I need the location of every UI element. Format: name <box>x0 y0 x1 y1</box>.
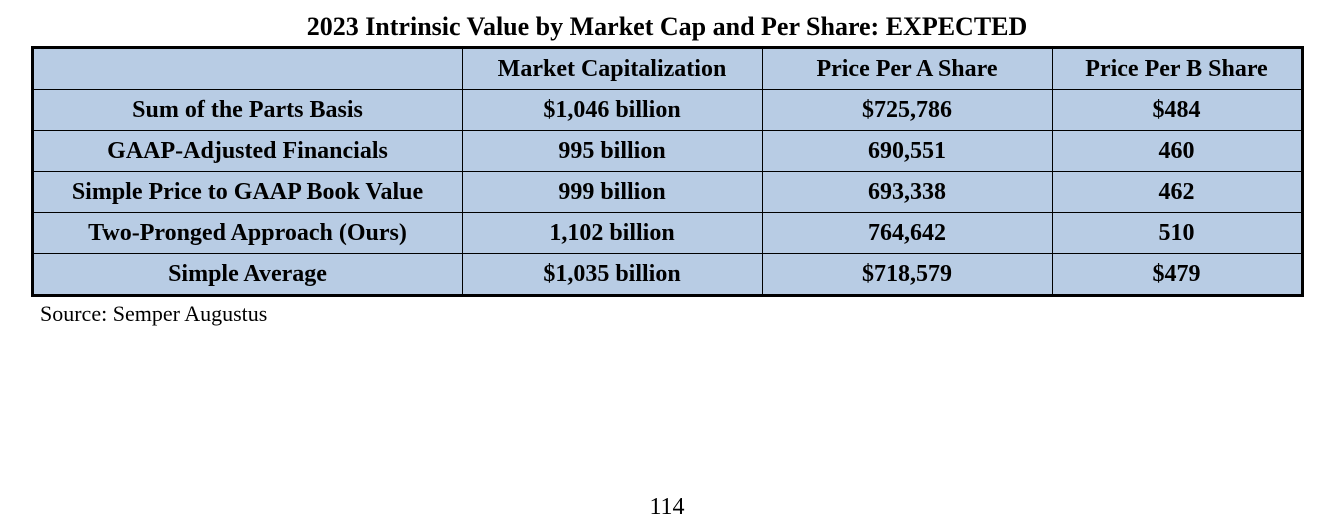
table-row: GAAP-Adjusted Financials 995 billion 690… <box>32 131 1302 172</box>
table-title: 2023 Intrinsic Value by Market Cap and P… <box>0 12 1334 42</box>
table-row: Sum of the Parts Basis $1,046 billion $7… <box>32 90 1302 131</box>
row-label: Simple Average <box>32 254 462 296</box>
cell-price-a: 690,551 <box>762 131 1052 172</box>
table-header-row: Market Capitalization Price Per A Share … <box>32 48 1302 90</box>
cell-price-b: 460 <box>1052 131 1302 172</box>
cell-price-a: 764,642 <box>762 213 1052 254</box>
cell-market-cap: 995 billion <box>462 131 762 172</box>
row-label: Simple Price to GAAP Book Value <box>32 172 462 213</box>
row-label: GAAP-Adjusted Financials <box>32 131 462 172</box>
row-label: Sum of the Parts Basis <box>32 90 462 131</box>
row-label: Two-Pronged Approach (Ours) <box>32 213 462 254</box>
table-row: Simple Price to GAAP Book Value 999 bill… <box>32 172 1302 213</box>
table-row: Two-Pronged Approach (Ours) 1,102 billio… <box>32 213 1302 254</box>
document-page: 2023 Intrinsic Value by Market Cap and P… <box>0 0 1334 327</box>
col-header-blank <box>32 48 462 90</box>
col-header-market-cap: Market Capitalization <box>462 48 762 90</box>
cell-price-a: 693,338 <box>762 172 1052 213</box>
cell-price-b: 462 <box>1052 172 1302 213</box>
cell-price-b: 510 <box>1052 213 1302 254</box>
table-row: Simple Average $1,035 billion $718,579 $… <box>32 254 1302 296</box>
cell-price-b: $479 <box>1052 254 1302 296</box>
cell-price-b: $484 <box>1052 90 1302 131</box>
source-note: Source: Semper Augustus <box>40 301 1334 327</box>
cell-market-cap: 999 billion <box>462 172 762 213</box>
cell-market-cap: $1,046 billion <box>462 90 762 131</box>
col-header-price-b: Price Per B Share <box>1052 48 1302 90</box>
page-number: 114 <box>0 494 1334 521</box>
valuation-table: Market Capitalization Price Per A Share … <box>31 46 1304 297</box>
cell-price-a: $725,786 <box>762 90 1052 131</box>
cell-market-cap: $1,035 billion <box>462 254 762 296</box>
cell-price-a: $718,579 <box>762 254 1052 296</box>
col-header-price-a: Price Per A Share <box>762 48 1052 90</box>
cell-market-cap: 1,102 billion <box>462 213 762 254</box>
